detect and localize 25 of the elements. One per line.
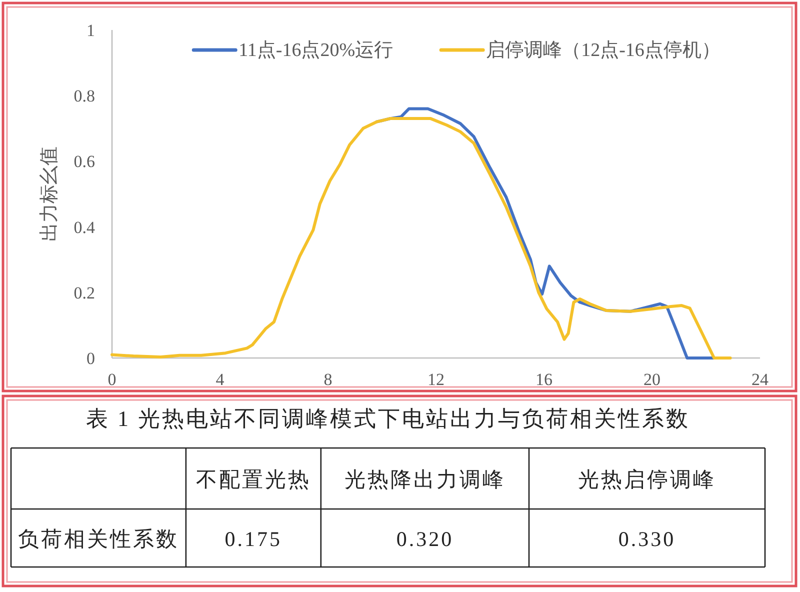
y-tick-label: 0 bbox=[86, 349, 95, 368]
y-tick-label: 0.6 bbox=[74, 152, 95, 172]
x-tick-label: 24 bbox=[752, 370, 769, 389]
line-series bbox=[110, 117, 732, 360]
x-tick-label: 8 bbox=[324, 370, 332, 389]
legend-label: 11点-16点20%运行 bbox=[238, 40, 394, 61]
text: 负荷相关性系数 bbox=[18, 527, 179, 551]
x-tick-label: 4 bbox=[216, 370, 225, 389]
legend-label: 启停调峰（12点-16点停机） bbox=[486, 39, 720, 61]
x-tick-label: 0 bbox=[108, 370, 116, 389]
text: 表 1 光热电站不同调峰模式下电站出力与负荷相关性系数 bbox=[86, 406, 690, 431]
y-tick-label: 0.2 bbox=[74, 283, 95, 302]
category-label: 光热降出力调峰 bbox=[344, 468, 506, 492]
data-label: 0.175 bbox=[224, 527, 282, 551]
y-axis-title: 出力标幺值 bbox=[39, 146, 60, 242]
data-label: 0.330 bbox=[618, 527, 676, 551]
x-tick-label: 20 bbox=[644, 370, 660, 389]
y-tick-label: 0.8 bbox=[74, 86, 95, 106]
x-tick-label: 16 bbox=[536, 370, 552, 389]
y-tick-label: 0.4 bbox=[74, 218, 96, 237]
y-tick-label: 1 bbox=[86, 21, 95, 40]
category-label: 不配置光热 bbox=[196, 468, 311, 492]
category-label: 光热启停调峰 bbox=[578, 468, 716, 492]
data-label: 0.320 bbox=[396, 527, 454, 551]
x-tick-label: 12 bbox=[428, 370, 444, 389]
